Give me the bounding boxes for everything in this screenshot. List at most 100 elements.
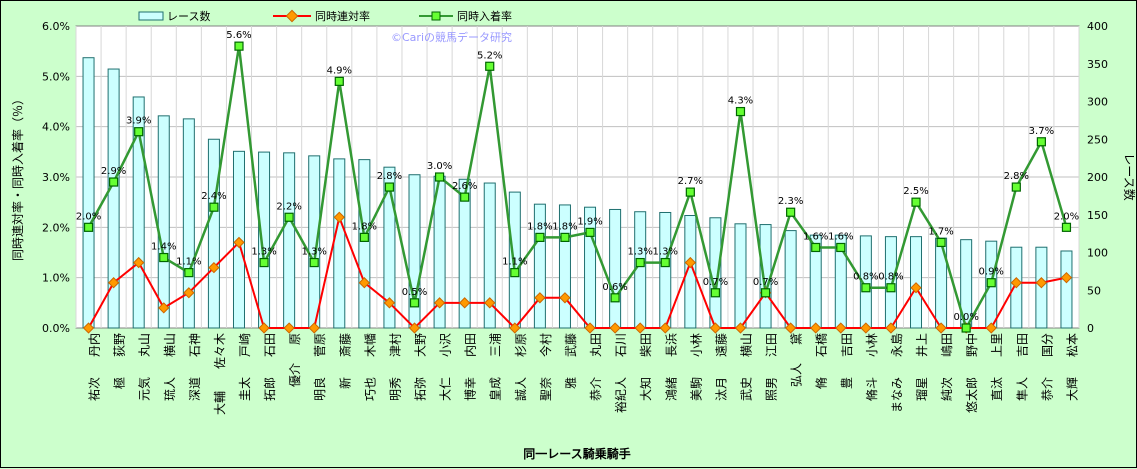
data-label: 0.8% [853, 272, 878, 283]
bar [283, 152, 296, 329]
point-rentai [133, 256, 145, 269]
point-nyuchaku [861, 283, 871, 293]
category-label: 原優介 [288, 333, 302, 387]
gridlines [75, 26, 1080, 328]
category-label-given: 琉人 [163, 377, 177, 401]
point-nyuchaku [134, 127, 144, 137]
line-nyuchaku [87, 45, 1068, 332]
line-rentai [87, 213, 1067, 330]
bar [558, 204, 571, 329]
category-label-surname: 黛 [790, 333, 804, 345]
point-rentai [408, 322, 421, 334]
point-nyuchaku [83, 222, 94, 232]
right-tick-label: 300 [1087, 96, 1108, 109]
legend-marker-rentai [285, 9, 299, 23]
point-nyuchaku [635, 257, 645, 268]
data-label: 5.2% [477, 50, 502, 61]
data-label: 0.9% [979, 267, 1004, 278]
point-nyuchaku [359, 232, 369, 242]
category-label-given: 極 [112, 377, 127, 389]
point-nyuchaku [911, 197, 921, 207]
right-tick-label: 350 [1087, 58, 1108, 71]
point-rentai [935, 322, 947, 334]
point-rentai [107, 277, 120, 289]
category-label-surname: 嶋田 [940, 333, 954, 357]
category-label-surname: 杉原 [514, 333, 528, 357]
category-label-surname: 石田 [263, 333, 277, 357]
data-label: 1.4% [151, 242, 176, 253]
category-label: 石橋脩 [815, 333, 829, 389]
category-label: 荻野極 [112, 333, 127, 389]
point-rentai [183, 287, 195, 299]
point-nyuchaku [485, 61, 495, 71]
point-rentai [810, 322, 822, 334]
point-rentai [258, 322, 270, 334]
data-label: 2.3% [778, 196, 803, 207]
y-axis-left-label: 同時連対率・同時入着率（％） [10, 93, 25, 261]
point-nyuchaku [886, 283, 896, 293]
category-label-surname: 石川 [614, 333, 628, 357]
category-label-given: 裕紀人 [613, 377, 628, 413]
point-nyuchaku [660, 257, 670, 268]
category-label-given: 大輝 [1065, 377, 1079, 401]
bar [458, 178, 471, 329]
point-nyuchaku [986, 278, 996, 288]
point-rentai [985, 322, 997, 334]
x-axis-label: 同一レース騎乗騎手 [523, 446, 630, 461]
category-label-given: 聖奈 [539, 377, 553, 401]
point-nyuchaku [409, 298, 420, 308]
category-label-surname: 三浦 [489, 333, 503, 357]
watermark: ©Cariの競馬データ研究 [391, 30, 512, 44]
point-nyuchaku [334, 76, 344, 86]
point-nyuchaku [109, 177, 119, 187]
point-rentai [283, 322, 295, 334]
category-label-given: 恭介 [589, 377, 603, 401]
category-label-surname: 武藤 [564, 333, 578, 357]
point-rentai [383, 297, 396, 309]
category-label-given: 悠太郎 [964, 377, 979, 413]
y-axis-right-label: レース数 [1122, 153, 1137, 200]
data-label: 1.3% [251, 247, 276, 258]
category-label-surname: 永島 [889, 333, 904, 357]
left-tick-label: 3.0% [42, 171, 70, 184]
data-label: 1.8% [527, 221, 552, 232]
category-labels: 丹内祐次荻野極丸山元気横山琉人石神深道佐々木大輔戸崎圭太石田拓郎原優介菅原明良斎… [88, 333, 1080, 415]
left-tick-label: 0.0% [42, 322, 70, 335]
point-nyuchaku [760, 288, 771, 298]
point-nyuchaku [1036, 137, 1046, 147]
point-nyuchaku [735, 106, 746, 117]
category-label-given: 武史 [739, 377, 753, 401]
point-rentai [459, 297, 471, 309]
category-label-surname: 内田 [464, 333, 478, 357]
right-tick-label: 250 [1087, 133, 1108, 146]
point-rentai [634, 322, 646, 334]
category-label-surname: 江田 [765, 333, 779, 357]
data-label: 4.3% [728, 96, 753, 107]
right-tick-label: 150 [1087, 209, 1108, 222]
category-label-surname: 丸山 [138, 333, 152, 357]
data-label: 3.9% [126, 116, 151, 127]
category-label-given: 鴻緒 [663, 377, 678, 401]
point-nyuchaku [535, 232, 545, 242]
point-nyuchaku [710, 288, 721, 298]
point-nyuchaku [259, 257, 269, 268]
category-label-surname: 原 [288, 333, 302, 345]
point-rentai [484, 297, 496, 309]
category-label: 武藤雅 [563, 333, 578, 389]
right-tick-label: 0 [1087, 322, 1094, 335]
bar [132, 96, 145, 329]
